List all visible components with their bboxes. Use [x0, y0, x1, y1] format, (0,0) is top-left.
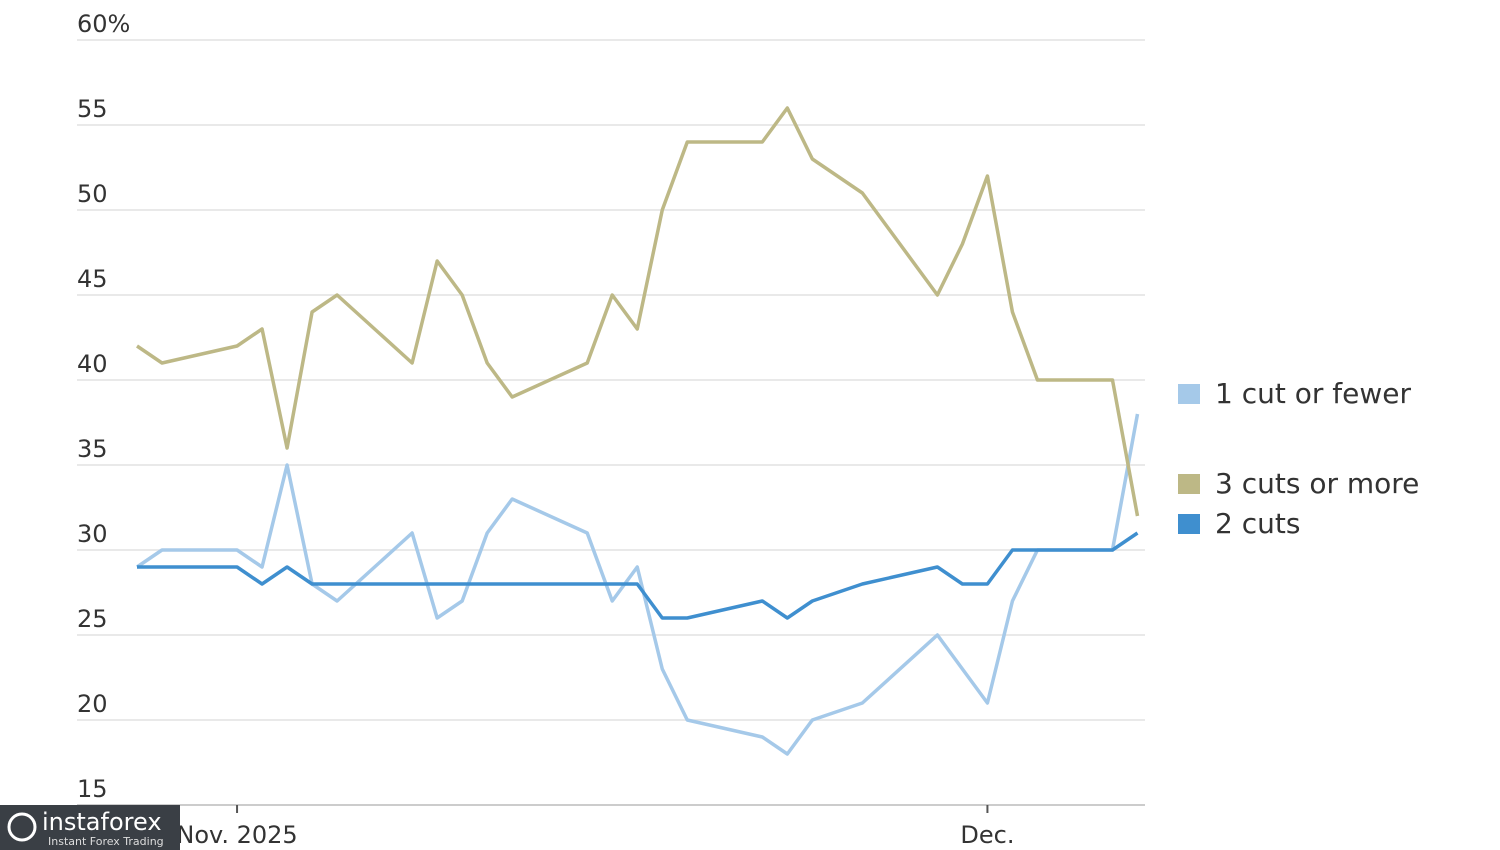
y-tick-label: 25: [77, 605, 108, 633]
x-tick-label: Nov. 2025: [176, 821, 297, 849]
y-tick-label: 45: [77, 265, 108, 293]
y-tick-label: 15: [77, 775, 108, 803]
legend-label: 1 cut or fewer: [1215, 377, 1411, 410]
y-tick-label: 60%: [77, 10, 130, 38]
y-tick-label: 30: [77, 520, 108, 548]
watermark: instaforex Instant Forex Trading: [0, 805, 180, 850]
watermark-box: [0, 805, 180, 850]
y-tick-label: 35: [77, 435, 108, 463]
y-tick-label: 50: [77, 180, 108, 208]
watermark-tagline: Instant Forex Trading: [48, 835, 164, 848]
x-tick-label: Dec.: [960, 821, 1014, 849]
series-line: [137, 531, 1139, 620]
legend-swatch: [1178, 474, 1200, 494]
legend-label: 2 cuts: [1215, 507, 1300, 540]
series-line: [136, 106, 1140, 517]
legend-label: 3 cuts or more: [1215, 467, 1419, 500]
watermark-name: instaforex: [42, 808, 162, 836]
y-tick-label: 20: [77, 690, 108, 718]
y-tick-label: 40: [77, 350, 108, 378]
legend-swatch: [1178, 384, 1200, 404]
legend-swatch: [1178, 514, 1200, 534]
y-tick-label: 55: [77, 95, 108, 123]
watermark-icon: [7, 812, 37, 842]
